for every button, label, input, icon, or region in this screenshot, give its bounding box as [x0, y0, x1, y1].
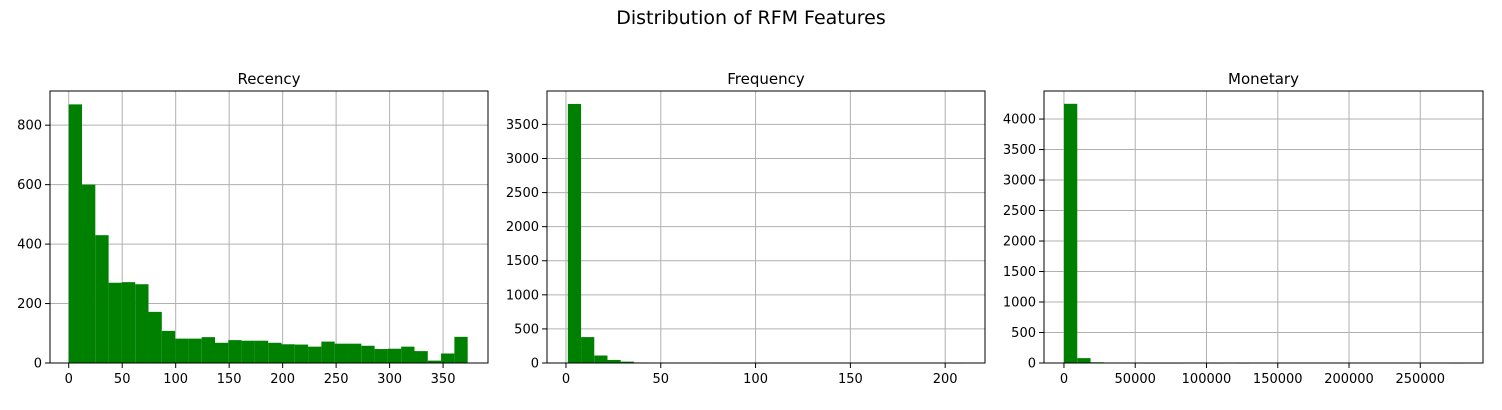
- monetary-y-tick-label: 4000: [1003, 113, 1036, 128]
- monetary-y-tick-label: 0: [1028, 357, 1036, 372]
- recency-x-tick-label: 250: [324, 372, 349, 387]
- monetary-x-tick-label: 0: [1060, 372, 1068, 387]
- frequency-y-tick-label: 3000: [506, 152, 539, 167]
- recency-bar: [135, 284, 149, 363]
- recency-bar: [281, 344, 295, 363]
- monetary-y-tick-label: 1000: [1003, 296, 1036, 311]
- monetary-panel: 0 50000 100000 150000 200000 250000 0 500 1000 15…: [1003, 70, 1484, 387]
- recency-bar: [254, 340, 269, 363]
- frequency-x-tick-label: 50: [652, 372, 669, 387]
- recency-bar: [308, 346, 322, 363]
- recency-x-tick-label: 0: [65, 372, 73, 387]
- recency-bar: [387, 348, 402, 363]
- frequency-y-tick-label: 2000: [506, 220, 539, 235]
- recency-bar: [188, 338, 202, 363]
- recency-bar: [148, 311, 162, 363]
- frequency-y-tick-label: 1000: [506, 288, 539, 303]
- recency-bar: [401, 346, 415, 363]
- frequency-bar: [567, 103, 582, 363]
- recency-bar: [82, 184, 96, 363]
- figure-title: Distribution of RFM Features: [616, 7, 886, 29]
- recency-bar: [68, 104, 83, 364]
- recency-y-tick-label: 600: [17, 178, 42, 193]
- recency-title: Recency: [237, 70, 300, 88]
- recency-axes-frame: [49, 90, 489, 364]
- recency-bar: [347, 343, 362, 363]
- recency-x-tick-label: 50: [114, 372, 131, 387]
- monetary-x-tick-label: 100000: [1182, 372, 1232, 387]
- monetary-x-tick-label: 50000: [1115, 372, 1156, 387]
- monetary-x-tick-label: 250000: [1395, 372, 1445, 387]
- recency-bar: [427, 360, 442, 363]
- monetary-y-tick-label: 3500: [1003, 143, 1036, 158]
- recency-x-tick-label: 100: [163, 372, 188, 387]
- recency-panel: 0 50 100 150 200 250 300 350 0 200 400 600 800 Recenc…: [17, 70, 489, 387]
- frequency-y-tick-label: 0: [531, 357, 539, 372]
- recency-bar: [321, 341, 335, 363]
- recency-y-tick-label: 200: [17, 297, 42, 312]
- recency-y-tick-label: 800: [17, 119, 42, 134]
- recency-bar: [361, 345, 375, 363]
- recency-bar: [175, 338, 189, 363]
- monetary-y-tick-label: 1500: [1003, 265, 1036, 280]
- frequency-x-tick-label: 100: [743, 372, 768, 387]
- recency-bar: [374, 349, 388, 363]
- recency-bar: [215, 342, 229, 363]
- frequency-bar: [607, 359, 621, 363]
- monetary-y-tick-label: 3000: [1003, 174, 1036, 189]
- monetary-x-tick-label: 200000: [1324, 372, 1374, 387]
- recency-bar: [161, 330, 176, 363]
- monetary-bar: [1063, 103, 1078, 363]
- recency-bar: [441, 353, 455, 363]
- frequency-y-tick-label: 3500: [506, 118, 539, 133]
- recency-bar: [294, 344, 309, 363]
- monetary-y-tick-label: 2500: [1003, 204, 1036, 219]
- frequency-bar: [620, 361, 634, 363]
- monetary-title: Monetary: [1228, 70, 1299, 88]
- recency-bar: [268, 342, 282, 363]
- monetary-axes-frame: [1043, 90, 1484, 364]
- recency-x-tick-label: 300: [377, 372, 402, 387]
- frequency-x-tick-label: 0: [562, 372, 570, 387]
- recency-bar: [95, 235, 109, 363]
- frequency-panel: 0 50 100 150 2000500100015002000250030003500…: [506, 70, 986, 387]
- recency-x-tick-label: 350: [431, 372, 456, 387]
- frequency-bar: [594, 355, 608, 363]
- recency-y-tick-label: 400: [17, 238, 42, 253]
- recency-bar: [414, 351, 428, 363]
- recency-x-tick-label: 150: [217, 372, 242, 387]
- frequency-y-tick-label: 1500: [506, 254, 539, 269]
- recency-bar: [454, 336, 468, 363]
- monetary-x-tick-label: 150000: [1253, 372, 1303, 387]
- recency-x-tick-label: 200: [270, 372, 295, 387]
- frequency-x-tick-label: 150: [838, 372, 863, 387]
- recency-bar: [228, 340, 242, 363]
- frequency-y-tick-label: 2500: [506, 186, 539, 201]
- frequency-title: Frequency: [727, 70, 805, 88]
- frequency-bar: [581, 337, 595, 363]
- recency-bar: [241, 340, 255, 363]
- frequency-x-tick-label: 200: [933, 372, 958, 387]
- recency-bar: [334, 343, 348, 363]
- recency-bar: [108, 282, 122, 363]
- frequency-y-tick-label: 500: [514, 322, 539, 337]
- monetary-y-tick-label: 2000: [1003, 235, 1036, 250]
- recency-bar: [201, 337, 216, 363]
- monetary-bar: [1077, 358, 1091, 363]
- recency-y-tick-label: 0: [34, 357, 42, 372]
- recency-bar: [121, 282, 136, 363]
- monetary-y-tick-label: 500: [1011, 326, 1036, 341]
